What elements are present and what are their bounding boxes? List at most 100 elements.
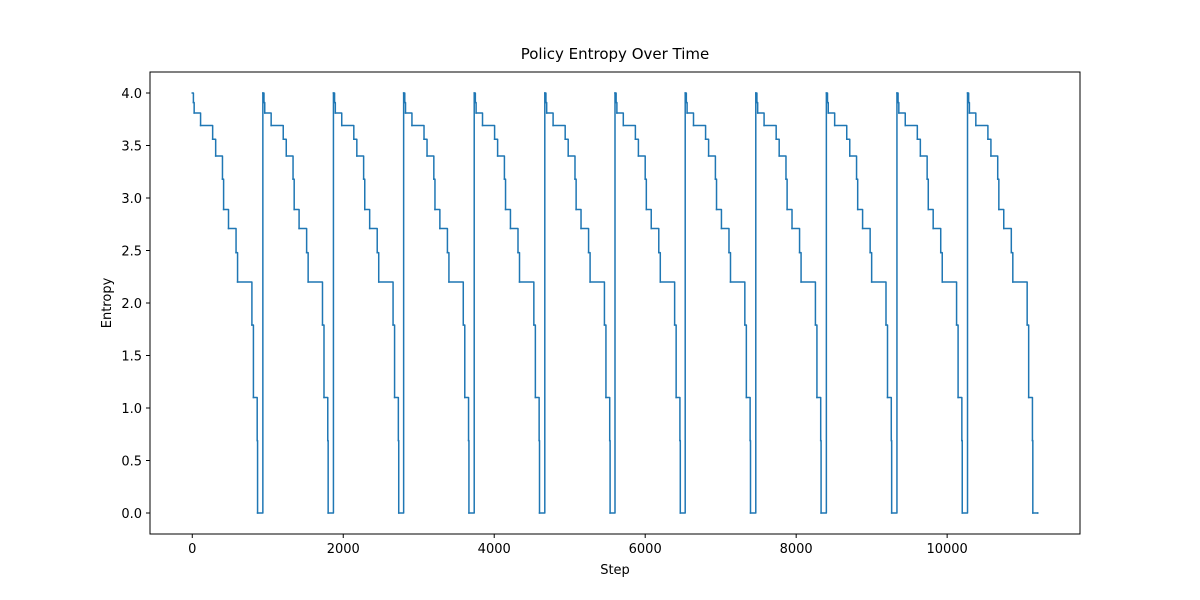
line-step (402, 92, 406, 104)
line-step (800, 281, 817, 326)
line-step (728, 251, 732, 283)
line-step (650, 227, 660, 254)
line-step (446, 251, 450, 283)
line-step (919, 155, 928, 180)
line-step (214, 155, 224, 180)
line-step (968, 112, 977, 127)
line-step (609, 92, 616, 514)
line-step (285, 155, 294, 180)
line-step (634, 138, 640, 157)
line-step (886, 396, 893, 442)
line-step (685, 101, 688, 114)
line-step (321, 324, 325, 399)
line-step (686, 112, 695, 127)
line-step (545, 101, 548, 114)
line-step (392, 324, 396, 399)
x-tick-label: 2000 (327, 542, 360, 557)
line-step (763, 124, 777, 140)
line-step (504, 208, 512, 230)
line-step (252, 396, 258, 442)
line-step (307, 281, 324, 326)
y-tick-label: 3.5 (121, 140, 142, 155)
line-step (749, 92, 757, 514)
line-step (518, 281, 535, 326)
line-step (251, 324, 255, 399)
line-step (785, 178, 788, 211)
line-step (745, 396, 751, 442)
line-step (926, 178, 930, 211)
line-step (589, 281, 606, 326)
line-step (356, 155, 365, 180)
line-step (616, 112, 625, 127)
line-step (605, 396, 611, 442)
line-step (684, 92, 688, 104)
line-step (833, 124, 848, 140)
line-step (744, 324, 748, 399)
line-step (692, 124, 707, 140)
line-step (397, 92, 405, 514)
y-tick-label: 4.0 (121, 87, 142, 102)
line-step (869, 251, 873, 283)
line-step (222, 208, 230, 230)
line-step (1012, 281, 1028, 326)
line-step (439, 227, 449, 254)
line-step (364, 208, 371, 230)
line-step (927, 208, 934, 230)
line-step (855, 178, 859, 211)
line-step (826, 101, 830, 114)
line-step (679, 92, 686, 514)
line-step (861, 227, 871, 254)
line-step (199, 124, 214, 140)
line-step (996, 178, 1000, 211)
line-step (423, 138, 428, 157)
line-step (211, 138, 217, 157)
line-step (538, 92, 546, 514)
line-step (961, 92, 969, 514)
line-step (334, 112, 343, 127)
line-step (545, 112, 554, 127)
x-tick-label: 0 (188, 542, 196, 557)
line-step (615, 101, 618, 114)
line-step (939, 251, 943, 283)
x-axis-label: Step (600, 563, 630, 578)
line-step (587, 251, 591, 283)
line-step (622, 124, 637, 140)
line-step (998, 208, 1005, 230)
x-tick-label: 10000 (926, 542, 967, 557)
line-step (544, 92, 547, 104)
line-step (192, 101, 195, 114)
line-step (298, 227, 308, 254)
line-step (404, 101, 407, 114)
line-step (263, 112, 272, 127)
chart-title: Policy Entropy Over Time (521, 45, 710, 63)
line-step (263, 101, 266, 114)
line-step (426, 155, 435, 180)
line-step (967, 101, 971, 114)
line-step (481, 124, 496, 140)
line-step (885, 324, 889, 399)
line-step (720, 227, 730, 254)
line-step (957, 396, 963, 442)
y-tick-label: 3.0 (121, 192, 142, 207)
line-step (221, 178, 225, 211)
line-step (332, 92, 336, 104)
line-step (227, 227, 237, 254)
line-step (1026, 324, 1030, 399)
line-step (756, 112, 765, 127)
line-step (323, 396, 329, 442)
line-step (658, 251, 662, 283)
line-step (236, 281, 253, 326)
line-step (756, 101, 759, 114)
line-step (966, 92, 970, 104)
line-step (645, 208, 652, 230)
line-step (659, 281, 676, 326)
line-step (814, 324, 818, 399)
line-step (333, 101, 337, 114)
line-step (675, 396, 681, 442)
y-tick-label: 0.5 (121, 455, 142, 470)
line-step (827, 112, 836, 127)
line-step (775, 138, 780, 157)
line-step (564, 138, 569, 157)
line-step (916, 138, 922, 157)
